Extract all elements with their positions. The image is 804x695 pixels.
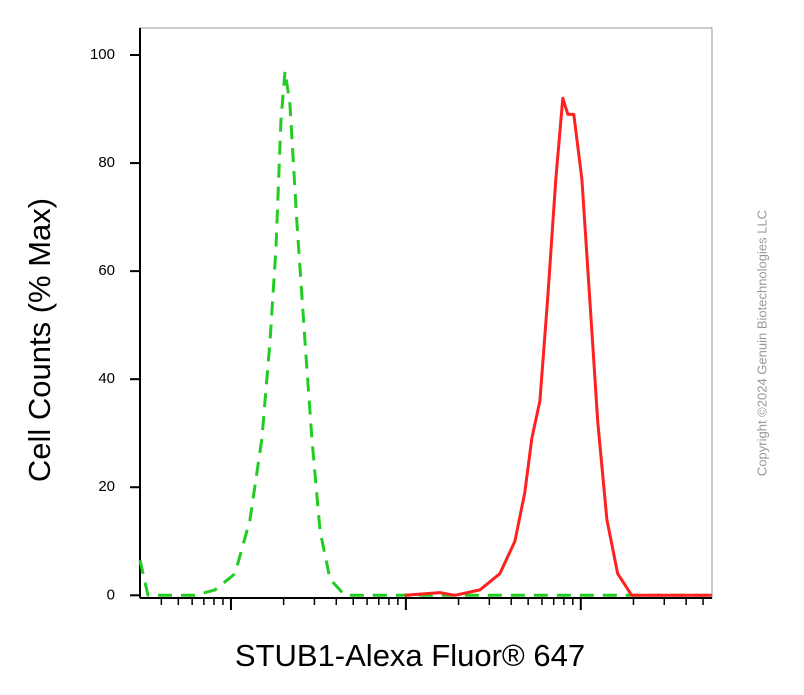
y-axis-label: Cell Counts (% Max) <box>22 198 57 482</box>
x-axis-label: STUB1-Alexa Fluor® 647 <box>235 638 585 673</box>
series-line <box>404 96 712 597</box>
y-tick-label: 100 <box>90 46 115 63</box>
y-tick-label: 60 <box>98 262 115 279</box>
watermark: Copyright ©2024 Genuin Biotechnologies L… <box>754 210 769 476</box>
y-tick-label: 80 <box>98 154 115 171</box>
y-tick-label: 0 <box>107 586 115 603</box>
series-line <box>138 69 712 597</box>
y-tick-label: 20 <box>98 478 115 495</box>
plot-frame <box>139 27 713 599</box>
y-tick-label: 40 <box>98 370 115 387</box>
